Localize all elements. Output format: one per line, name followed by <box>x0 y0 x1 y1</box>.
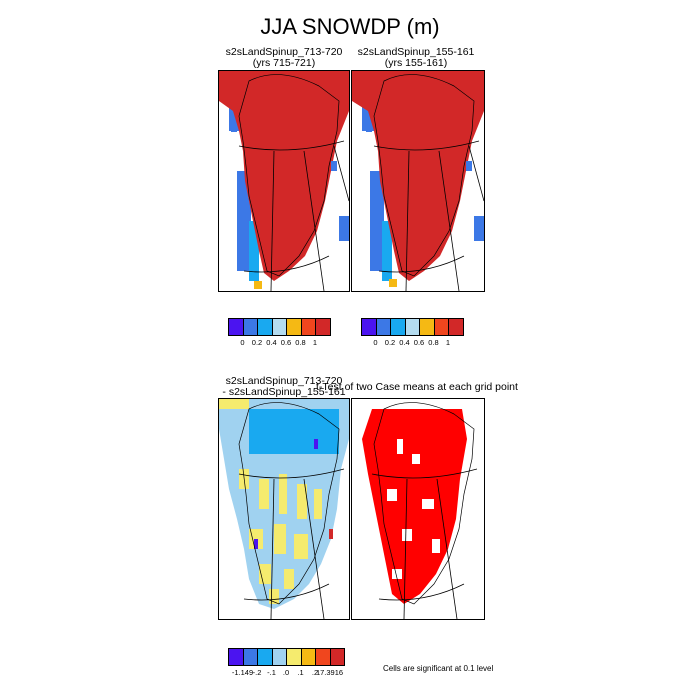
colorbar-box <box>448 318 464 336</box>
colorbar-top-right: 0 0.2 0.4 0.6 0.8 1 <box>361 318 464 348</box>
colorbar-tick-label: 0.8 <box>295 338 306 347</box>
colorbar-tick-label: 17.3916 <box>315 668 344 677</box>
colorbar-box <box>315 648 331 666</box>
colorbar-tick-label: 1 <box>312 338 318 347</box>
colorbar-box <box>257 648 273 666</box>
colorbar-box <box>315 318 331 336</box>
colorbar-tick-label: 0.4 <box>266 338 277 347</box>
panel-title-top-right: s2sLandSpinup_155-161 (yrs 155-161) <box>351 47 481 69</box>
colorbar-box <box>286 648 302 666</box>
colorbar-tick-label: 0.4 <box>399 338 410 347</box>
colorbar-labels: 0 0.2 0.4 0.6 0.8 1 <box>361 336 463 348</box>
colorbar-tick-label: .1 <box>297 668 304 677</box>
map-bottom-left <box>219 399 349 619</box>
colorbar-tick-label: .0 <box>282 668 290 677</box>
colorbar-box <box>329 648 345 666</box>
colorbar-box <box>419 318 435 336</box>
colorbar-box <box>271 318 287 336</box>
colorbar-tick-label: .2 <box>311 668 319 677</box>
colorbar-box <box>228 648 244 666</box>
colorbar-boxes <box>361 318 464 336</box>
colorbar-tick-label: 0.6 <box>280 338 292 347</box>
figure-title: JJA SNOWDP (m) <box>260 14 440 39</box>
colorbar-box <box>404 318 420 336</box>
colorbar-box <box>242 318 258 336</box>
colorbar-boxes <box>228 648 345 666</box>
panel-title-bottom-left-line2: - s2sLandSpinup_155-161 <box>222 386 346 398</box>
colorbar-box <box>300 648 316 666</box>
map-top-left <box>219 71 349 291</box>
panel-title-top-right-line1: s2sLandSpinup_155-161 <box>357 46 475 58</box>
panel-title-top-left-line1: s2sLandSpinup_713-720 <box>225 46 343 58</box>
panel-title-bottom-left: s2sLandSpinup_713-720 - s2sLandSpinup_15… <box>219 376 349 398</box>
colorbar-tick-label: 1 <box>445 338 451 347</box>
colorbar-boxes <box>228 318 331 336</box>
colorbar-box <box>257 318 273 336</box>
map-panel-bottom-left <box>218 398 350 620</box>
colorbar-box <box>271 648 287 666</box>
colorbar-tick-label: 0.6 <box>413 338 425 347</box>
map-panel-top-left <box>218 70 350 292</box>
colorbar-box <box>300 318 316 336</box>
colorbar-tick-label: 0.2 <box>251 338 263 347</box>
significance-note: Cells are significant at 0.1 level <box>383 664 494 673</box>
colorbar-tick-label: -1.149 <box>231 668 254 677</box>
map-bottom-right <box>362 402 478 619</box>
panel-title-top-left-line2: (yrs 715-721) <box>252 57 316 69</box>
panel-title-bottom-right: t-Test of two Case means at each grid po… <box>316 381 518 393</box>
panel-title-bottom-left-line1: s2sLandSpinup_713-720 <box>225 375 343 387</box>
colorbar-box <box>433 318 449 336</box>
colorbar-tick-label: -.1 <box>267 668 276 677</box>
panel-title-bottom-right-line1: t-Test of two Case means at each grid po… <box>316 381 518 393</box>
map-panel-bottom-right <box>351 398 485 620</box>
map-top-right <box>352 71 484 291</box>
colorbar-bottom-left: -1.149 -.2 -.1 .0 .1 .2 17.3916 <box>228 648 345 678</box>
colorbar-box <box>375 318 391 336</box>
colorbar-box <box>286 318 302 336</box>
colorbar-top-left: 0 0.2 0.4 0.6 0.8 1 <box>228 318 331 348</box>
colorbar-tick-label: -.2 <box>252 668 262 677</box>
panel-title-top-right-line2: (yrs 155-161) <box>384 57 448 69</box>
colorbar-labels: 0 0.2 0.4 0.6 0.8 1 <box>228 336 330 348</box>
colorbar-tick-label: 0.8 <box>428 338 439 347</box>
colorbar-tick-label: 0 <box>240 338 245 347</box>
panel-title-top-left: s2sLandSpinup_713-720 (yrs 715-721) <box>219 47 349 69</box>
map-panel-top-right <box>351 70 485 292</box>
colorbar-box <box>242 648 258 666</box>
colorbar-tick-label: 0 <box>373 338 378 347</box>
colorbar-tick-label: 0.2 <box>384 338 396 347</box>
colorbar-box <box>390 318 406 336</box>
colorbar-box <box>228 318 244 336</box>
colorbar-labels: -1.149 -.2 -.1 .0 .1 .2 17.3916 <box>228 666 344 678</box>
colorbar-box <box>361 318 377 336</box>
